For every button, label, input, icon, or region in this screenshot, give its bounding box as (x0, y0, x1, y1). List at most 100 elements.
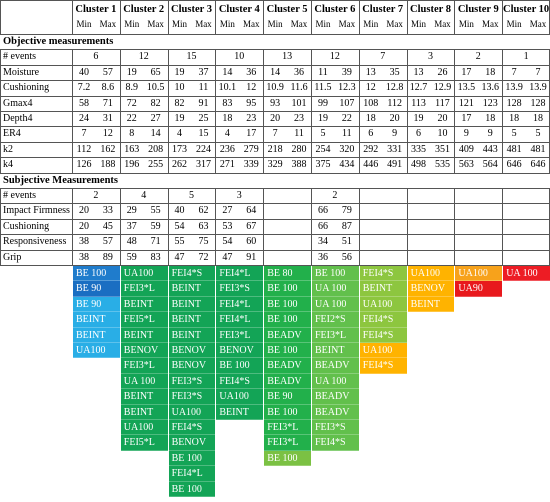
event-cell: BENOV (168, 343, 216, 359)
event-cell: UA100 (120, 266, 168, 282)
max-value: 64 (246, 205, 257, 217)
col-line (311, 141, 312, 158)
event-cell: BEINT (168, 312, 216, 328)
event-count: 3 (236, 190, 242, 201)
min-value: 20 (78, 220, 89, 232)
row-line (0, 265, 550, 266)
event-cell: UA90 (455, 281, 503, 297)
col-line (119, 249, 121, 265)
max-value: 646 (530, 159, 546, 171)
col-line (0, 111, 1, 127)
col-line (263, 64, 265, 81)
col-line (215, 126, 217, 142)
row-label: Gmax4 (3, 97, 33, 109)
max-value: 280 (291, 143, 307, 155)
row-line (0, 126, 550, 128)
col-line (167, 218, 169, 235)
max-header: Max (195, 19, 212, 29)
col-line (167, 64, 169, 81)
max-value: 71 (150, 236, 161, 248)
event-cell: BENOV (120, 343, 168, 359)
col-line (502, 234, 504, 250)
max-header: Max (290, 19, 308, 29)
min-value: 13 (365, 66, 376, 78)
event-cell: BEINT (359, 281, 407, 297)
col-line (311, 111, 312, 127)
min-value: 108 (363, 97, 379, 109)
section-title: Subjective Measurements (3, 174, 118, 186)
min-value: 7.2 (77, 82, 91, 94)
min-value: 19 (126, 66, 137, 78)
col-line (406, 249, 408, 265)
col-line (0, 0, 1, 34)
min-value: 13 (413, 66, 424, 78)
col-line (119, 0, 121, 34)
min-value: 18 (509, 113, 520, 124)
row-line (0, 141, 550, 143)
col-line (502, 203, 504, 219)
col-line (502, 95, 504, 111)
min-value: 292 (363, 143, 379, 155)
event-cell: BEINT (168, 281, 216, 297)
max-value: 10.5 (146, 82, 165, 94)
min-value: 54 (174, 220, 185, 232)
max-value: 351 (434, 143, 450, 155)
event-cell: BE 100 (73, 266, 120, 282)
event-cell: FEI3*L (264, 435, 311, 451)
max-value: 388 (291, 159, 307, 171)
col-line (263, 188, 265, 204)
col-line (72, 111, 73, 127)
row-line (0, 249, 550, 251)
max-value: 255 (148, 159, 164, 171)
min-value: 66 (317, 220, 328, 232)
col-line (167, 0, 169, 34)
col-line (263, 95, 265, 111)
min-value: 112 (76, 143, 92, 155)
event-count: 5 (188, 190, 194, 201)
max-value: 57 (102, 236, 113, 248)
col-line (263, 126, 265, 142)
col-line (454, 249, 456, 265)
min-value: 218 (267, 143, 283, 155)
max-value: 434 (339, 159, 355, 171)
event-count: 4 (141, 190, 147, 201)
col-line (311, 188, 312, 204)
col-line (167, 49, 169, 65)
min-value: 271 (219, 159, 235, 171)
max-value: 15 (198, 128, 209, 140)
event-cell: BEADV (312, 358, 359, 374)
max-value: 39 (341, 66, 352, 78)
col-line (502, 141, 504, 158)
max-value: 443 (482, 143, 498, 155)
min-value: 53 (222, 220, 233, 232)
event-cell: FEI4*S (359, 358, 407, 374)
max-value: 12 (102, 128, 113, 140)
col-line (167, 234, 169, 250)
col-line (358, 111, 360, 127)
col-line (311, 126, 312, 142)
col-line (502, 218, 504, 235)
min-value: 24 (78, 113, 89, 124)
max-value: 23 (246, 113, 257, 124)
col-line (215, 203, 217, 219)
col-line (454, 218, 456, 235)
min-value: 17 (461, 66, 472, 78)
col-line (454, 234, 456, 250)
min-value: 12 (365, 82, 376, 94)
min-value: 48 (126, 236, 137, 248)
cluster-header: Cluster 1 (75, 4, 117, 15)
max-value: 67 (246, 220, 257, 232)
event-cell: UA100 (168, 404, 216, 420)
col-line (119, 157, 121, 173)
max-value: 224 (195, 143, 211, 155)
col-line (358, 203, 360, 219)
row-line (0, 34, 550, 35)
col-line (0, 126, 1, 142)
min-value: 7 (81, 128, 87, 140)
event-cell: FEI4*S (359, 312, 407, 328)
event-cell: FEI4*S (359, 266, 407, 282)
event-cell: BENOV (168, 358, 216, 374)
col-line (0, 49, 1, 65)
min-value: 29 (126, 205, 137, 217)
min-value: 262 (172, 159, 188, 171)
